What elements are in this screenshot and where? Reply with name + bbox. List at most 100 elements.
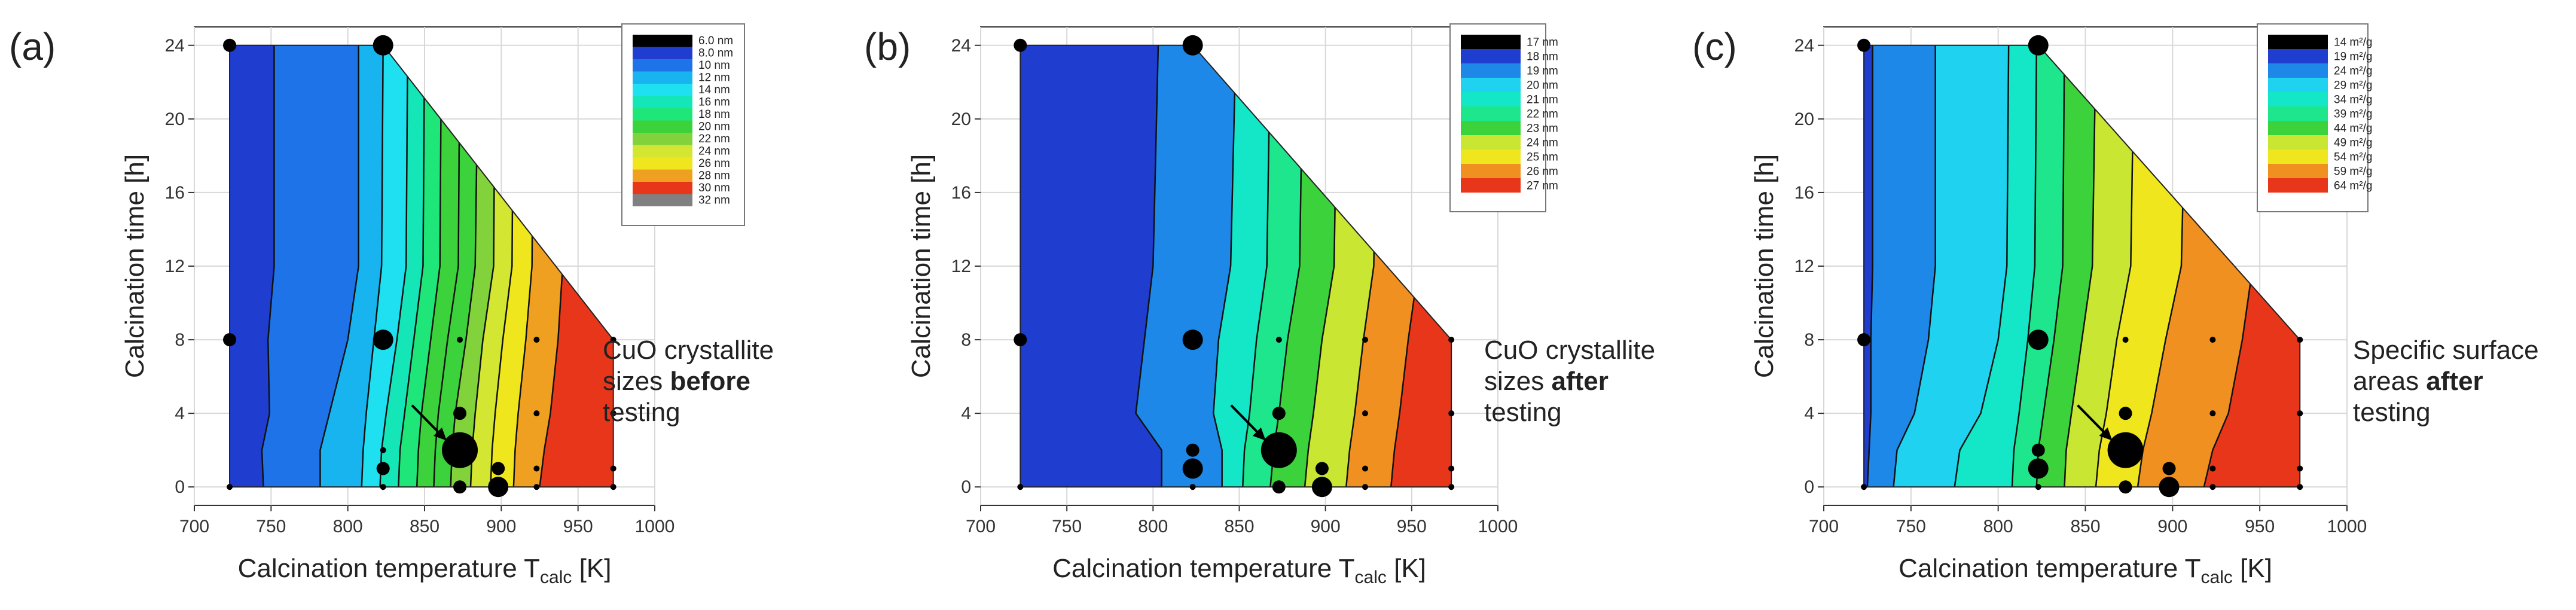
contour-line (490, 45, 515, 487)
legend-swatch (633, 59, 692, 72)
domain-outline (1020, 44, 1452, 488)
legend-swatch (633, 194, 692, 206)
y-tick-label: 0 (175, 477, 185, 497)
legend-label: 24 nm (1527, 137, 1558, 150)
sample-point (1315, 462, 1329, 475)
domain-outline (229, 44, 614, 488)
sample-point (1272, 480, 1286, 494)
legend-swatch (633, 108, 692, 121)
sample-point (1017, 484, 1024, 490)
panel-label: (a) (9, 25, 56, 68)
legend-swatch (2268, 92, 2328, 106)
contour-band (1020, 45, 1162, 487)
x-tick-label: 900 (1311, 517, 1341, 536)
y-tick-label: 12 (951, 257, 971, 276)
legend-label: 18 nm (1527, 51, 1558, 63)
sample-point (2162, 462, 2176, 475)
legend-swatch (633, 84, 692, 96)
sample-point (223, 38, 237, 52)
contour-band (230, 45, 274, 487)
sample-point (1014, 38, 1027, 52)
y-tick-label: 24 (165, 36, 185, 56)
annotation-line-1: CuO crystallite (1484, 336, 1655, 365)
sample-point (1448, 337, 1455, 343)
x-tick-label: 700 (179, 517, 209, 536)
x-axis-label: Calcination temperature Tcalc [K] (1899, 554, 2272, 587)
sample-point (2035, 484, 2041, 490)
legend-swatch (1461, 49, 1521, 63)
chart-panel-c: 700 750 800 850 900 950 1000 0 4 8 12 16 20 24 Calcina… (1692, 23, 2539, 587)
y-tick-label: 16 (165, 183, 185, 203)
legend-swatch (633, 169, 692, 182)
y-tick-label: 12 (165, 257, 185, 276)
legend-swatch (2268, 121, 2328, 135)
chart-panel-b: 700 750 800 850 900 950 1000 0 4 8 12 16 20 24 Calcina… (864, 23, 1655, 587)
pointer-arrow-head (434, 427, 447, 441)
contour-line (1893, 45, 1936, 487)
annotation-line-1: Specific surface (2353, 336, 2539, 365)
contour-band (361, 45, 408, 487)
contour-line (2095, 45, 2135, 487)
sample-point (1362, 465, 1368, 472)
x-tick-label: 800 (1983, 517, 2013, 536)
sample-point (610, 337, 616, 343)
contour-band (1243, 45, 1304, 487)
legend-swatch (633, 157, 692, 170)
x-tick-label: 800 (333, 517, 363, 536)
contour-line (1242, 45, 1271, 487)
sample-point (1272, 407, 1286, 420)
annotation-line-3: testing (603, 398, 680, 427)
sample-point (2209, 410, 2216, 417)
contour-band (1213, 45, 1271, 487)
pointer-arrow-head (1252, 427, 1266, 441)
legend-label: 54 m²/g (2334, 151, 2372, 164)
sample-point (1186, 443, 1200, 457)
legend-label: 20 nm (698, 120, 730, 133)
y-tick-label: 20 (165, 109, 185, 129)
sample-point (2297, 465, 2303, 472)
sample-point (2028, 330, 2049, 350)
y-tick-label: 8 (961, 330, 971, 350)
annotation-line-2: sizes before (603, 367, 750, 396)
y-tick-label: 20 (951, 109, 971, 129)
legend-swatch (2268, 63, 2328, 78)
legend-label: 32 nm (698, 194, 730, 206)
sample-point (380, 447, 386, 453)
y-tick-label: 16 (1794, 183, 1814, 203)
y-tick-label: 24 (951, 36, 971, 56)
sample-point (2028, 35, 2049, 56)
legend-swatch (1461, 78, 1521, 92)
legend-swatch (633, 120, 692, 133)
legend-swatch (633, 96, 692, 108)
sample-point (227, 484, 233, 490)
legend-swatch (633, 35, 692, 47)
sample-point (1182, 330, 1203, 350)
contour-line (433, 45, 461, 487)
legend-label: 59 m²/g (2334, 166, 2372, 178)
legend-label: 27 nm (1527, 180, 1558, 193)
sample-point (1182, 458, 1203, 479)
sample-point (2297, 337, 2303, 343)
sample-point (1182, 35, 1203, 56)
legend-swatch (2268, 178, 2328, 193)
sample-point (533, 337, 540, 343)
sample-point (2297, 484, 2303, 490)
legend-label: 26 nm (698, 157, 730, 170)
sample-point (1275, 337, 1282, 343)
legend-swatch (1461, 106, 1521, 121)
legend-label: 49 m²/g (2334, 137, 2372, 150)
y-tick-label: 4 (961, 404, 971, 423)
sample-point (2122, 337, 2129, 343)
sample-point (453, 480, 467, 494)
sample-point (2028, 458, 2049, 479)
sample-point (610, 484, 616, 490)
legend-swatch (2268, 78, 2328, 92)
legend-swatch (2268, 106, 2328, 121)
legend-swatch (2268, 164, 2328, 178)
legend-swatch (633, 182, 692, 194)
x-tick-label: 800 (1138, 517, 1168, 536)
sample-point (1362, 337, 1368, 343)
legend-label: 39 m²/g (2334, 108, 2372, 121)
legend-label: 16 nm (698, 96, 730, 108)
legend-label: 23 nm (1527, 123, 1558, 135)
